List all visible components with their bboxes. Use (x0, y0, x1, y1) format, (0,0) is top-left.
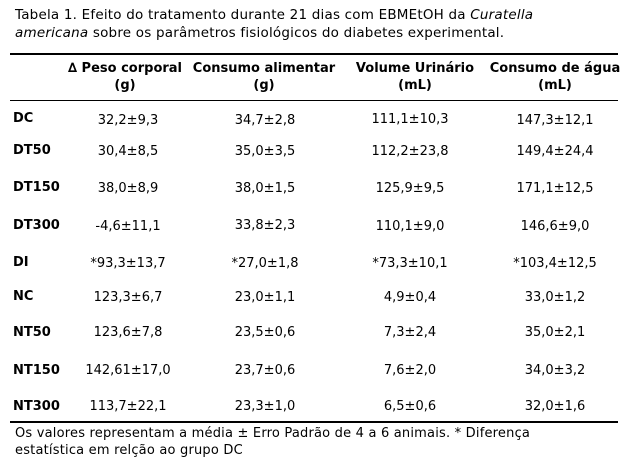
caption-text: Tabela 1. Efeito do tratamento durante 2… (15, 7, 471, 23)
column-header-food-intake: Consumo alimentar (g) (188, 60, 340, 94)
column-header-water-intake: Consumo de água (mL) (480, 60, 627, 94)
row-label: NT300 (13, 399, 60, 414)
cell-food-intake: *27,0±1,8 (231, 256, 299, 271)
header-label: Volume Urinário (355, 61, 475, 76)
row-label: NT150 (13, 363, 60, 378)
cell-food-intake: 23,3±1,0 (234, 399, 296, 414)
cell-urine-volume: 4,9±0,4 (383, 290, 437, 305)
cell-water-intake: 171,1±12,5 (516, 181, 594, 196)
cell-body-weight: 32,2±9,3 (97, 113, 159, 128)
caption-species-genus: Curatella (470, 7, 534, 23)
row-label: NT50 (13, 325, 51, 340)
cell-urine-volume: *73,3±10,1 (372, 256, 448, 271)
cell-food-intake: 38,0±1,5 (234, 181, 296, 196)
header-unit: (mL) (398, 78, 432, 93)
caption-text-cont: sobre os parâmetros fisiológicos do diab… (88, 25, 505, 41)
cell-water-intake: 147,3±12,1 (516, 113, 594, 128)
cell-food-intake: 35,0±3,5 (234, 144, 296, 159)
header-unit: (g) (253, 78, 275, 93)
header-unit: (mL) (538, 78, 572, 93)
cell-water-intake: 32,0±1,6 (524, 399, 586, 414)
caption-line-1: Tabela 1. Efeito do tratamento durante 2… (15, 6, 620, 24)
cell-body-weight: 30,4±8,5 (97, 144, 159, 159)
header-label: Consumo alimentar (192, 61, 336, 76)
caption-line-2: americana sobre os parâmetros fisiológic… (15, 24, 620, 42)
footnote-line-1: Os valores representam a média ± Erro Pa… (15, 426, 531, 441)
footnote-line-2: estatística em relção ao grupo DC (15, 443, 243, 458)
row-label: NC (13, 289, 34, 304)
cell-urine-volume: 125,9±9,5 (375, 181, 445, 196)
cell-food-intake: 23,7±0,6 (234, 363, 296, 378)
column-header-urine-volume: Volume Urinário (mL) (340, 60, 490, 94)
table-bottom-rule (10, 421, 618, 423)
row-label: DI (13, 255, 29, 270)
column-header-body-weight: ∆ Peso corporal (g) (50, 60, 200, 94)
cell-body-weight: -4,6±11,1 (95, 219, 161, 234)
table-header-rule (10, 100, 618, 101)
cell-body-weight: 142,61±17,0 (85, 363, 171, 378)
cell-urine-volume: 6,5±0,6 (383, 399, 437, 414)
cell-body-weight: 113,7±22,1 (89, 399, 167, 414)
cell-urine-volume: 110,1±9,0 (375, 219, 445, 234)
cell-water-intake: 33,0±1,2 (524, 290, 586, 305)
header-label: ∆ Peso corporal (67, 61, 183, 76)
header-label: Consumo de água (489, 61, 621, 76)
cell-food-intake: 34,7±2,8 (234, 113, 296, 128)
cell-water-intake: 34,0±3,2 (524, 363, 586, 378)
table-caption: Tabela 1. Efeito do tratamento durante 2… (15, 6, 620, 42)
caption-species-epithet: americana (15, 25, 89, 41)
row-label: DT50 (13, 143, 51, 158)
cell-water-intake: 146,6±9,0 (520, 219, 590, 234)
cell-urine-volume: 111,1±10,3 (371, 112, 449, 127)
cell-food-intake: 23,5±0,6 (234, 325, 296, 340)
row-label: DT300 (13, 218, 60, 233)
cell-body-weight: *93,3±13,7 (90, 256, 166, 271)
row-label: DC (13, 111, 34, 126)
cell-body-weight: 123,3±6,7 (93, 290, 163, 305)
cell-body-weight: 38,0±8,9 (97, 181, 159, 196)
cell-urine-volume: 7,3±2,4 (383, 325, 437, 340)
cell-urine-volume: 7,6±2,0 (383, 363, 437, 378)
cell-water-intake: 35,0±2,1 (524, 325, 586, 340)
header-unit: (g) (114, 78, 136, 93)
table-top-rule (10, 53, 618, 55)
cell-food-intake: 23,0±1,1 (234, 290, 296, 305)
table-footnote: Os valores representam a média ± Erro Pa… (15, 425, 620, 459)
cell-food-intake: 33,8±2,3 (234, 218, 296, 233)
cell-body-weight: 123,6±7,8 (93, 325, 163, 340)
row-label: DT150 (13, 180, 60, 195)
cell-urine-volume: 112,2±23,8 (371, 144, 449, 159)
cell-water-intake: 149,4±24,4 (516, 144, 594, 159)
cell-water-intake: *103,4±12,5 (513, 256, 597, 271)
